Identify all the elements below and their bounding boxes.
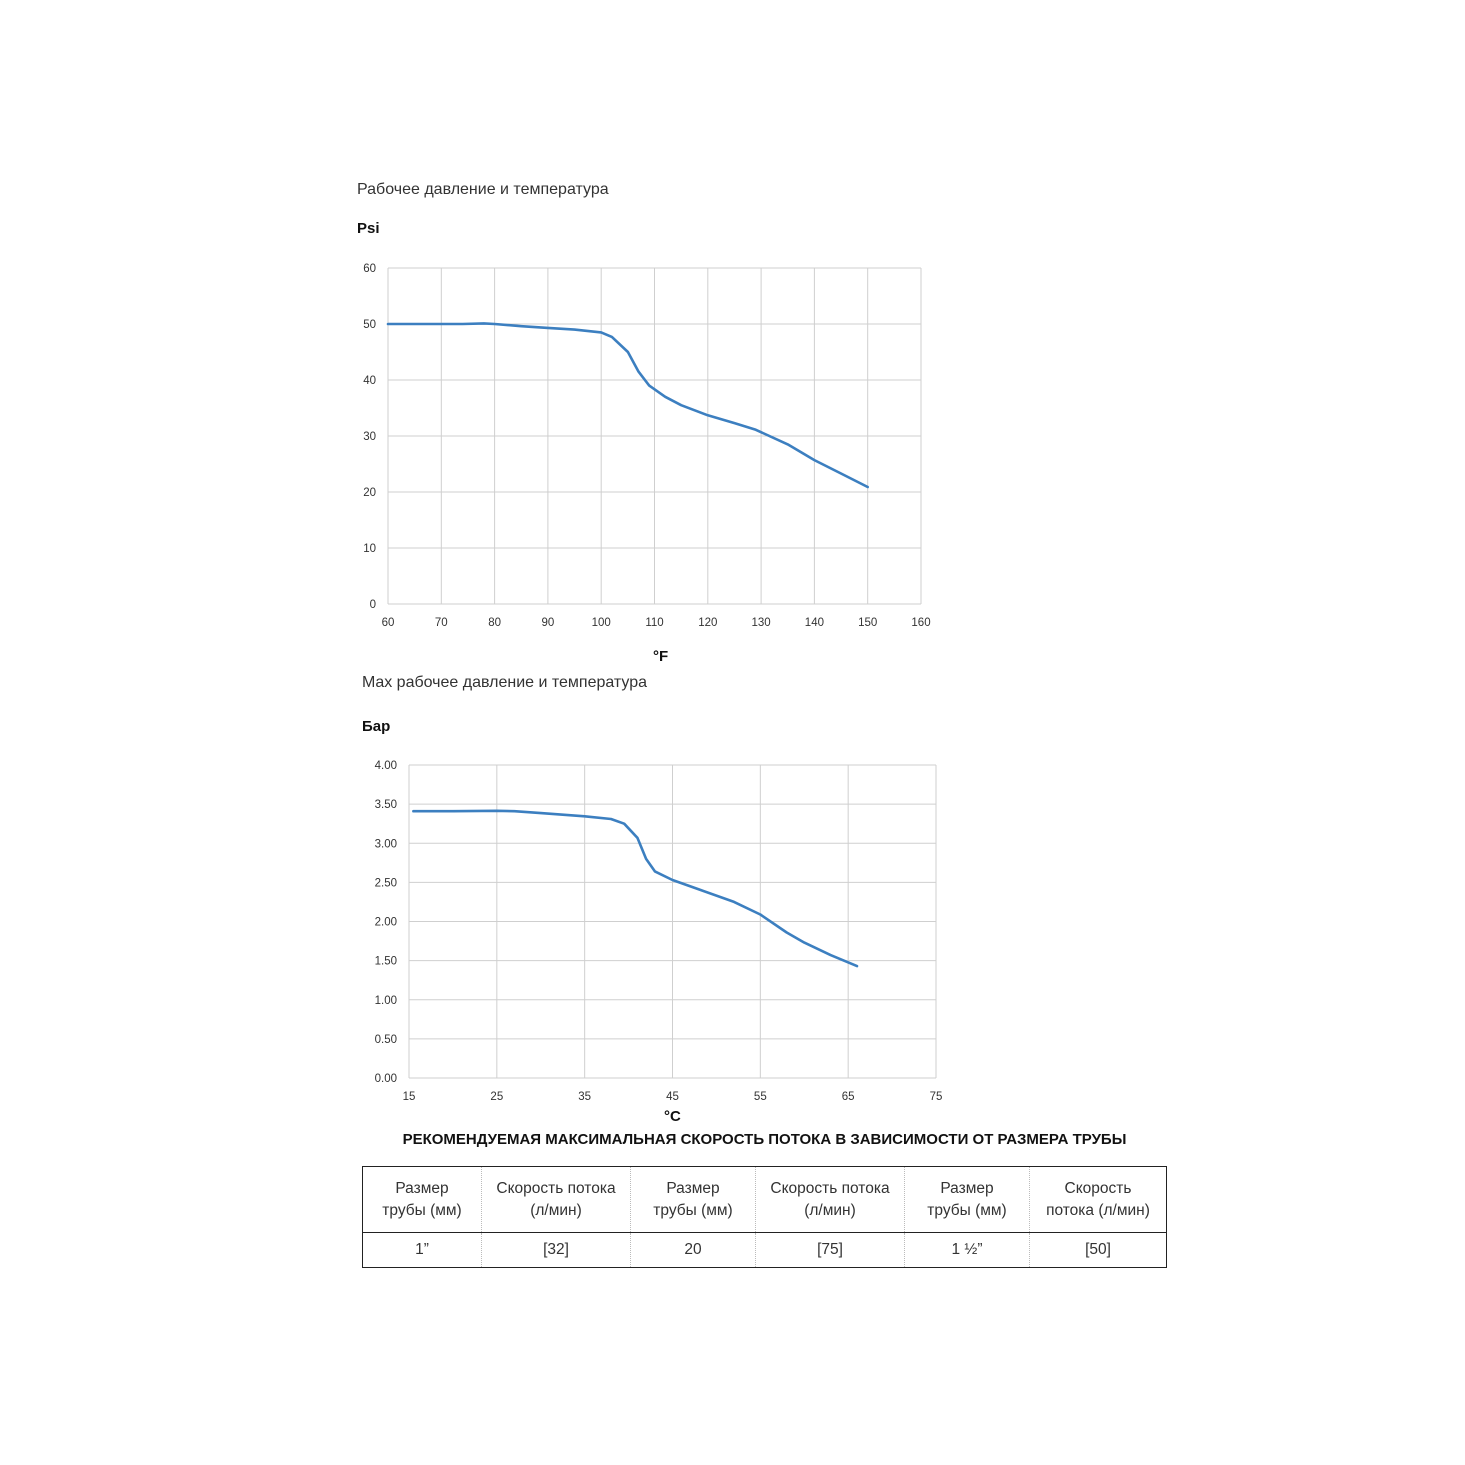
y-tick-label: 3.50 [375,799,397,811]
x-tick-label: 140 [805,617,824,629]
header-line: Размер [940,1179,994,1197]
x-tick-label: 120 [698,617,717,629]
table-cell: [32] [481,1232,631,1268]
table-header-cell: Скорость потока (л/мин) [481,1166,631,1233]
header-line: трубы (мм) [382,1201,462,1219]
header-line: (л/мин) [530,1201,582,1219]
y-tick-label: 40 [363,375,376,387]
table-header-row: Размер трубы (мм) Скорость потока (л/мин) … [362,1166,1167,1233]
y-tick-label: 2.50 [375,877,397,889]
table-header-cell: Скорость потока (л/мин) [1029,1166,1167,1233]
x-tick-label: 100 [592,617,611,629]
header-line: Скорость [1064,1179,1132,1197]
chart-psi-y-unit: Psi [357,220,380,237]
flow-rate-table: Размер трубы (мм) Скорость потока (л/мин) … [362,1166,1167,1268]
table-header-cell: Размер трубы (мм) [904,1166,1030,1233]
y-tick-label: 4.00 [375,760,397,772]
table-row: 1” [32] 20 [75] 1 ½” [50] [362,1232,1167,1268]
y-tick-label: 20 [363,487,376,499]
x-tick-label: 35 [578,1091,591,1103]
table-header-cell: Скорость потока (л/мин) [755,1166,905,1233]
y-tick-label: 10 [363,543,376,555]
y-tick-label: 30 [363,431,376,443]
table-cell: 20 [630,1232,756,1268]
x-tick-label: 80 [488,617,501,629]
x-tick-label: 75 [930,1091,943,1103]
chart-bar-x-unit: °C [664,1108,681,1125]
table-cell: 1” [362,1232,482,1268]
y-tick-label: 0.50 [375,1034,397,1046]
x-tick-label: 90 [542,617,555,629]
x-tick-label: 25 [490,1091,503,1103]
chart-bar: 15 25 35 45 55 65 75 0.00 0.50 1.00 1.50 2.00 2.50 3.… [375,760,943,1103]
y-tick-label: 0 [370,599,376,611]
table-header-cell: Размер трубы (мм) [362,1166,482,1233]
x-tick-label: 160 [911,617,930,629]
x-tick-label: 15 [403,1091,416,1103]
y-tick-label: 3.00 [375,838,397,850]
chart-psi-x-unit: °F [653,648,669,665]
header-line: трубы (мм) [653,1201,733,1219]
table-title: РЕКОМЕНДУЕМАЯ МАКСИМАЛЬНАЯ СКОРОСТЬ ПОТО… [402,1131,1127,1148]
series-line [386,322,869,489]
table-cell: [75] [755,1232,905,1268]
header-line: трубы (мм) [927,1201,1007,1219]
x-tick-label: 60 [382,617,395,629]
chart-psi: 60 70 80 90 100 110 120 130 140 150 160 0 10 20 30 40 50… [363,263,930,629]
header-line: Размер [395,1179,449,1197]
x-tick-label: 45 [666,1091,679,1103]
header-line: Размер [666,1179,720,1197]
header-line: Скорость потока [770,1179,890,1197]
chart-bar-y-unit: Бар [362,718,391,735]
header-line: (л/мин) [804,1201,856,1219]
x-tick-label: 110 [645,617,663,629]
y-tick-label: 1.00 [375,995,397,1007]
y-tick-label: 50 [363,319,376,331]
x-tick-label: 130 [752,617,771,629]
table-cell: [50] [1029,1232,1167,1268]
x-tick-label: 150 [858,617,877,629]
header-line: Скорость потока [496,1179,616,1197]
x-tick-label: 55 [754,1091,767,1103]
x-tick-label: 65 [842,1091,855,1103]
series-line [412,809,859,968]
chart-bar-caption: Max рабочее давление и температура [362,674,648,691]
table-header-cell: Размер трубы (мм) [630,1166,756,1233]
table-cell: 1 ½” [904,1232,1030,1268]
y-tick-label: 0.00 [375,1073,397,1085]
y-tick-label: 1.50 [375,956,397,968]
header-line: потока (л/мин) [1046,1201,1150,1219]
y-tick-label: 2.00 [375,917,397,929]
chart-psi-caption: Рабочее давление и температура [357,181,609,198]
y-tick-label: 60 [363,263,376,275]
x-tick-label: 70 [435,617,448,629]
